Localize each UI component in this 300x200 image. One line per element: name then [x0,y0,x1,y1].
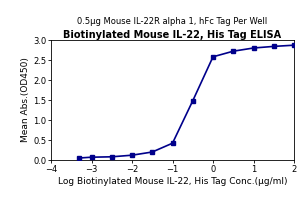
X-axis label: Log Biotinylated Mouse IL-22, His Tag Conc.(μg/ml): Log Biotinylated Mouse IL-22, His Tag Co… [58,177,287,186]
Y-axis label: Mean Abs.(OD450): Mean Abs.(OD450) [21,58,30,142]
Text: 0.5μg Mouse IL-22R alpha 1, hFc Tag Per Well: 0.5μg Mouse IL-22R alpha 1, hFc Tag Per … [77,17,268,26]
Title: Biotinylated Mouse IL-22, His Tag ELISA: Biotinylated Mouse IL-22, His Tag ELISA [63,30,282,40]
